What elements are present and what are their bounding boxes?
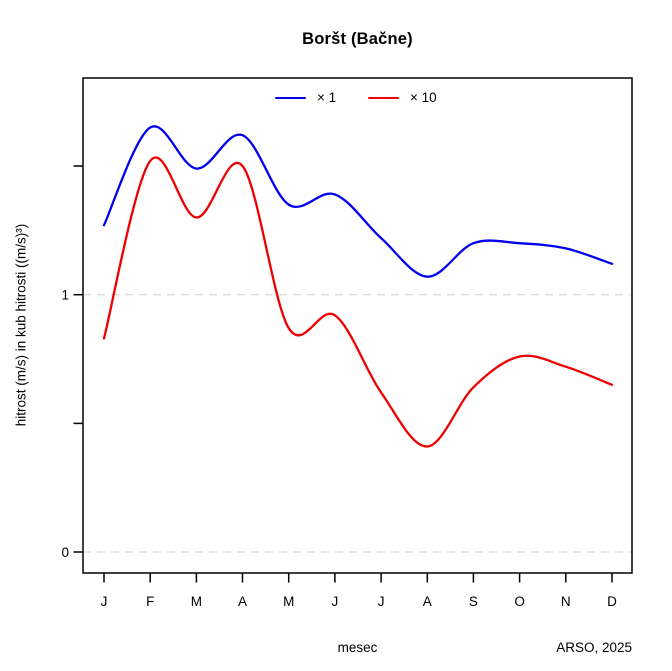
x-tick-label: N xyxy=(561,594,571,609)
series-line-x10 xyxy=(102,156,614,448)
series-line-x1 xyxy=(102,125,614,278)
x-tick-label: J xyxy=(332,594,339,609)
legend-label-x1: × 1 xyxy=(317,90,337,105)
plot-border xyxy=(82,77,633,574)
x-axis-title: mesec xyxy=(337,640,378,655)
x-tick-label: S xyxy=(469,594,478,609)
y-tick-label: 0 xyxy=(61,545,69,560)
x-tick-label: D xyxy=(607,594,617,609)
legend-label-x10: × 10 xyxy=(410,90,437,105)
x-tick-label: O xyxy=(514,594,525,609)
legend-line-sample-x1 xyxy=(275,96,306,100)
x-tick-label: A xyxy=(423,594,432,609)
x-tick-label: J xyxy=(101,594,108,609)
chart-title: Boršt (Bačne) xyxy=(302,30,413,48)
source-credit: ARSO, 2025 xyxy=(556,640,632,655)
y-tick-label: 1 xyxy=(61,288,69,303)
x-tick-label: A xyxy=(238,594,247,609)
x-tick-label: F xyxy=(146,594,154,609)
x-tick-label: M xyxy=(283,594,294,609)
x-tick-label: M xyxy=(191,594,202,609)
x-tick-label: J xyxy=(378,594,385,609)
legend-line-sample-x10 xyxy=(368,96,399,100)
